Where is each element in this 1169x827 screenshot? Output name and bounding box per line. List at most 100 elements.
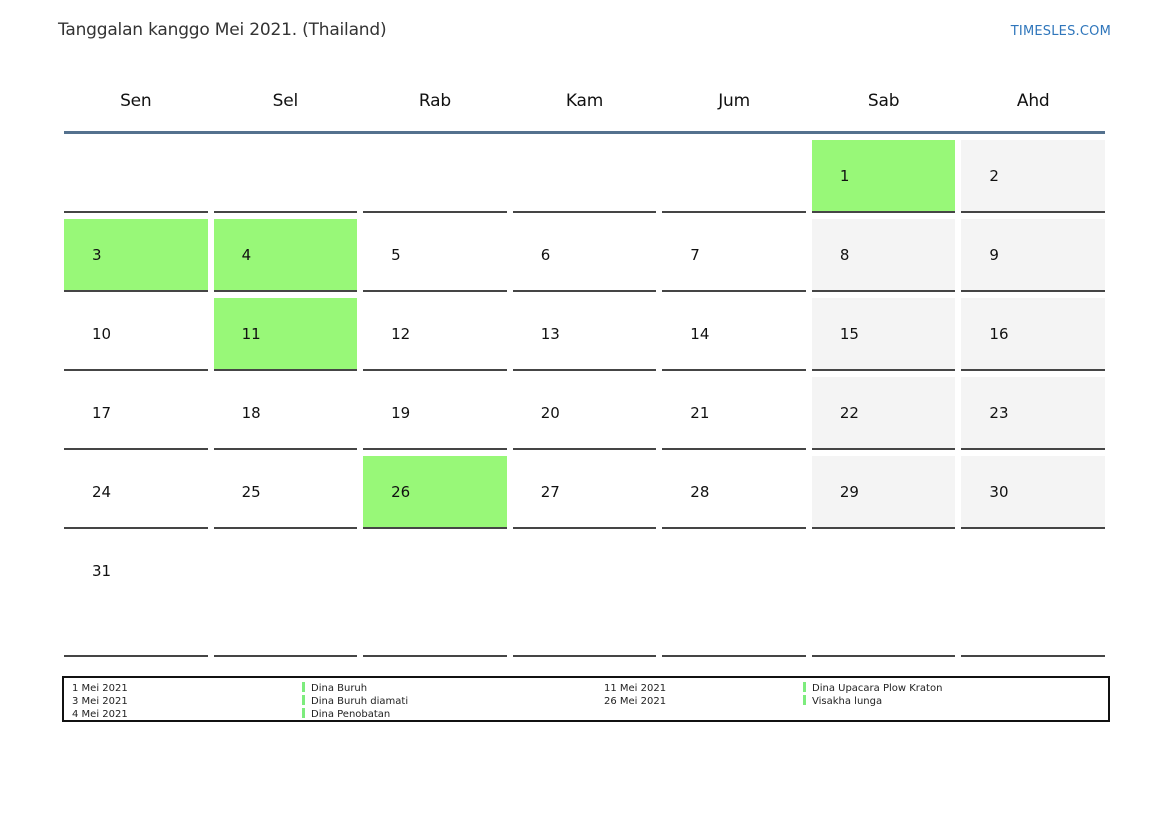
day-cell-22: 22	[811, 377, 956, 450]
day-number: 7	[690, 245, 700, 264]
brand-link[interactable]: TIMESLES.COM	[1010, 24, 1111, 39]
event-marker-icon	[803, 695, 806, 705]
day-cell-20: 20	[512, 377, 657, 450]
day-number: 31	[92, 562, 112, 580]
day-cell-14: 14	[662, 298, 806, 371]
empty-cell	[662, 140, 806, 213]
day-number: 14	[690, 324, 710, 343]
day-cell-21: 21	[662, 377, 806, 450]
day-number: 9	[989, 245, 999, 264]
weekday-label-jum: Jum	[718, 91, 750, 111]
day-cell-7: 7	[662, 219, 806, 292]
day-number: 23	[989, 403, 1009, 422]
day-cell-2: 2	[961, 140, 1105, 213]
day-number: 27	[540, 482, 560, 501]
weekday-label-kam: Kam	[565, 91, 604, 111]
page-title: Tanggalan kanggo Mei 2021. (Thailand)	[58, 20, 387, 40]
legend-event-label: Visakha lunga	[812, 696, 883, 707]
day-number: 26	[391, 482, 411, 501]
event-marker-icon	[302, 682, 305, 692]
day-cell-3: 3	[64, 219, 208, 292]
day-cell-23: 23	[961, 377, 1105, 450]
day-cell-30: 30	[961, 456, 1105, 529]
legend-event-label: Dina Buruh	[311, 683, 368, 694]
day-number: 16	[989, 324, 1009, 343]
day-cell-29: 29	[811, 456, 956, 529]
empty-cell	[363, 535, 507, 657]
day-number: 3	[92, 245, 102, 264]
day-cell-12: 12	[363, 298, 507, 371]
empty-cell	[213, 535, 358, 657]
day-number: 21	[690, 403, 710, 422]
legend-events-column-2: Dina Upacara Plow Kraton Visakha lunga	[803, 682, 942, 708]
day-number: 24	[92, 482, 112, 501]
weekday-label-ahd: Ahd	[1016, 91, 1050, 111]
day-cell-13: 13	[512, 298, 657, 371]
day-number: 19	[391, 403, 411, 422]
day-number: 5	[391, 245, 401, 264]
legend-event: Dina Buruh diamati	[302, 695, 408, 708]
legend-date: 1 Mei 2021	[72, 683, 128, 694]
empty-cell	[363, 140, 507, 213]
legend-event-label: Dina Buruh diamati	[311, 696, 409, 707]
day-number: 2	[989, 166, 999, 185]
day-cell-18: 18	[213, 377, 358, 450]
empty-cell	[512, 535, 657, 657]
day-number: 17	[92, 403, 112, 422]
empty-cell	[811, 535, 956, 657]
day-cell-16: 16	[961, 298, 1105, 371]
day-cell-8: 8	[811, 219, 956, 292]
day-number: 22	[839, 403, 859, 422]
weekday-label-sen: Sen	[120, 91, 152, 111]
day-cell-15: 15	[811, 298, 956, 371]
legend-events-column-1: Dina Buruh Dina Buruh diamati Dina Penobat…	[302, 682, 408, 721]
event-marker-icon	[803, 682, 806, 692]
event-marker-icon	[302, 708, 305, 718]
day-cell-5: 5	[363, 219, 507, 292]
day-cell-19: 19	[363, 377, 507, 450]
day-number: 13	[540, 324, 560, 343]
legend-event: Dina Penobatan	[302, 708, 408, 721]
legend-date: 26 Mei 2021	[604, 696, 667, 707]
empty-cell	[961, 535, 1105, 657]
day-cell-24: 24	[64, 456, 208, 529]
empty-cell	[512, 140, 657, 213]
day-cell-28: 28	[662, 456, 806, 529]
weekday-header-row: Sen Sel Rab Kam Jum Sab Ahd	[64, 85, 1105, 134]
day-grid: 1 2 3 4 5 6 7 8 9 10 11 12 13 14 15 16 17 18 19 20 21 22 23 24 2…	[64, 140, 1105, 657]
legend-event: Visakha lunga	[803, 695, 942, 708]
day-cell-27: 27	[512, 456, 657, 529]
empty-cell	[213, 140, 358, 213]
day-number: 11	[241, 324, 261, 343]
month-calendar: Sen Sel Rab Kam Jum Sab Ahd 1 2 3 4 5 6 7 8 9 10 11 12 13 1…	[64, 85, 1105, 657]
day-number: 10	[92, 324, 112, 343]
empty-cell	[662, 535, 806, 657]
day-cell-10: 10	[64, 298, 208, 371]
day-cell-9: 9	[961, 219, 1105, 292]
legend-date: 3 Mei 2021	[72, 696, 128, 707]
weekday-label-sab: Sab	[867, 91, 900, 111]
day-number: 30	[989, 482, 1009, 501]
day-number: 4	[241, 245, 252, 264]
day-number: 20	[540, 403, 560, 422]
day-cell-25: 25	[213, 456, 358, 529]
legend-date: 11 Mei 2021	[604, 683, 667, 694]
day-cell-1: 1	[811, 140, 956, 213]
day-number: 12	[391, 324, 411, 343]
day-number: 15	[839, 324, 859, 343]
day-cell-4: 4	[213, 219, 358, 292]
legend-dates-column-1: 1 Mei 2021 3 Mei 2021 4 Mei 2021	[72, 682, 128, 721]
empty-cell	[64, 140, 208, 213]
legend-date: 4 Mei 2021	[72, 709, 128, 720]
day-number: 18	[241, 403, 261, 422]
legend-event-label: Dina Penobatan	[311, 709, 391, 720]
day-cell-11: 11	[213, 298, 358, 371]
day-number: 25	[241, 482, 261, 501]
day-number: 29	[839, 482, 859, 501]
day-cell-31: 31	[64, 535, 208, 657]
day-number: 8	[839, 245, 850, 264]
legend-dates-column-2: 11 Mei 2021 26 Mei 2021	[604, 682, 666, 708]
weekday-label-sel: Sel	[272, 91, 299, 111]
day-number: 1	[839, 166, 850, 185]
